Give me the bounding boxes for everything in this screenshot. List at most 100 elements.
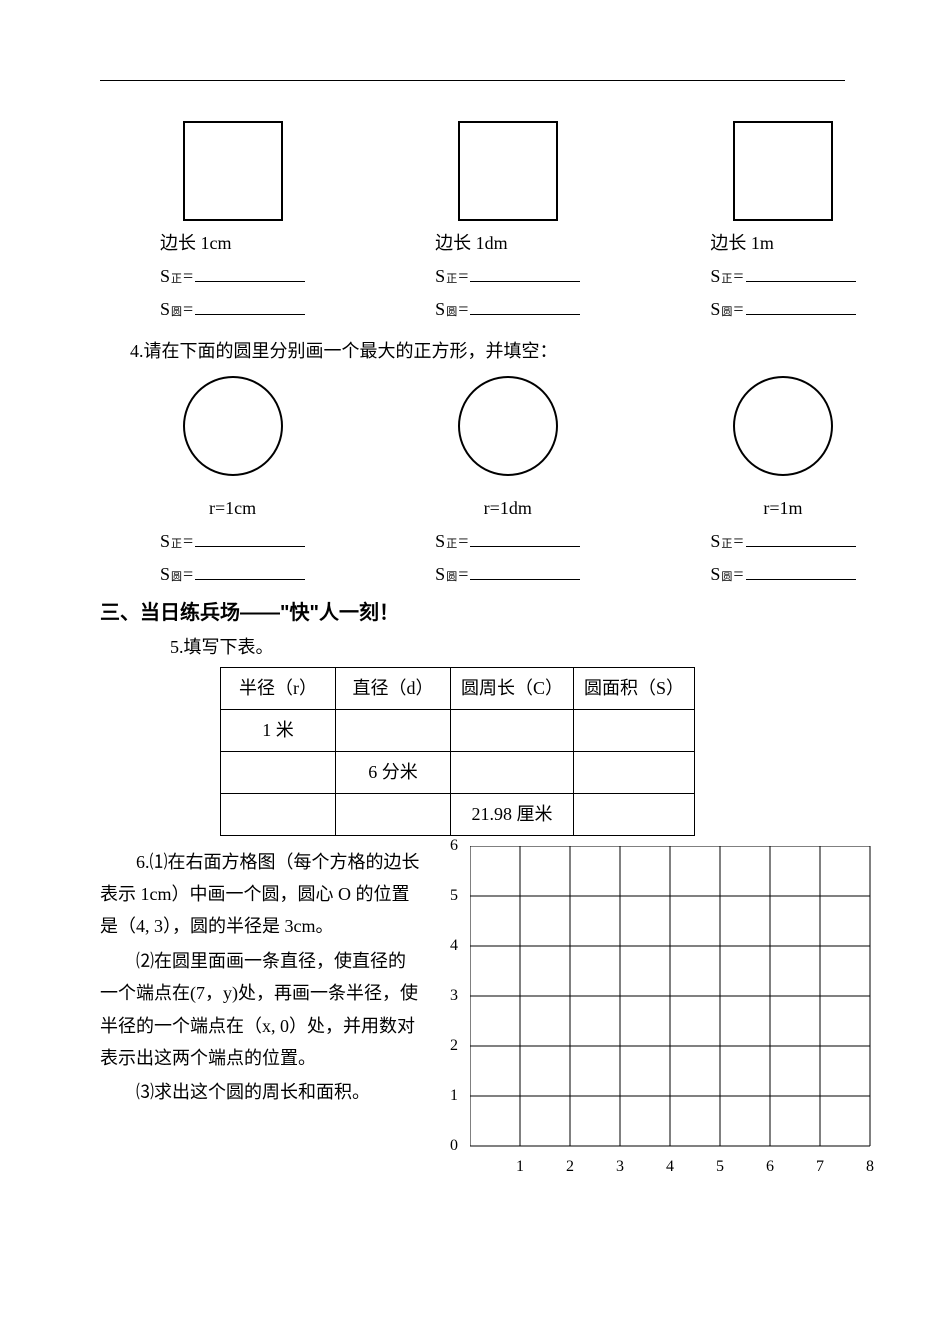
q4-col-2: r=1dm S 正 = S 圆 = <box>435 376 580 588</box>
circle-shape <box>733 376 833 476</box>
formula-s-yuan: S 圆 = <box>160 560 305 589</box>
q6-text-block: 6.⑴在右面方格图（每个方格的边长表示 1cm）中画一个圆，圆心 O 的位置是（… <box>100 846 430 1146</box>
formula-s-yuan: S 圆 = <box>710 295 855 324</box>
q4-col-1: r=1cm S 正 = S 圆 = <box>160 376 305 588</box>
th-radius: 半径（r） <box>221 668 336 710</box>
x-axis-label: 6 <box>766 1154 774 1180</box>
x-axis-label: 5 <box>716 1154 724 1180</box>
cell[interactable] <box>574 793 695 835</box>
sub-yuan: 圆 <box>721 304 732 322</box>
eq: = <box>183 262 193 291</box>
grid-svg <box>470 846 890 1166</box>
s-letter: S <box>435 262 445 291</box>
cell[interactable] <box>336 710 451 752</box>
cell[interactable] <box>451 710 574 752</box>
blank-input[interactable] <box>470 297 580 315</box>
square-shape <box>733 121 833 221</box>
sub-zheng: 正 <box>446 271 457 289</box>
eq: = <box>458 295 468 324</box>
q6-container: 6.⑴在右面方格图（每个方格的边长表示 1cm）中画一个圆，圆心 O 的位置是（… <box>100 846 845 1146</box>
formula-s-yuan: S 圆 = <box>435 560 580 589</box>
eq: = <box>733 527 743 556</box>
eq: = <box>458 560 468 589</box>
eq: = <box>733 295 743 324</box>
caption: r=1cm <box>209 494 256 523</box>
formula-s-yuan: S 圆 = <box>435 295 580 324</box>
formula-s-yuan: S 圆 = <box>160 295 305 324</box>
top-rule <box>100 80 845 81</box>
x-axis-label: 3 <box>616 1154 624 1180</box>
q6-p2: ⑵在圆里面画一条直径，使直径的一个端点在(7，y)处，再画一条半径，使半径的一个… <box>100 945 420 1075</box>
blank-input[interactable] <box>746 264 856 282</box>
q5-table: 半径（r） 直径（d） 圆周长（C） 圆面积（S） 1 米 6 分米 21.98… <box>220 667 695 835</box>
s-letter: S <box>160 295 170 324</box>
x-axis-label: 2 <box>566 1154 574 1180</box>
q3-col-2: 边长 1dm S 正 = S 圆 = <box>435 121 580 323</box>
s-letter: S <box>710 560 720 589</box>
blank-input[interactable] <box>195 529 305 547</box>
cell: 6 分米 <box>336 751 451 793</box>
q6-grid-area: 012345612345678 <box>440 846 840 1146</box>
x-axis-label: 1 <box>516 1154 524 1180</box>
cell[interactable] <box>574 710 695 752</box>
y-axis-label: 3 <box>450 983 458 1009</box>
section3-heading: 三、当日练兵场——"快"人一刻！ <box>100 597 845 629</box>
formula-s-zheng: S 正 = <box>160 262 305 291</box>
eq: = <box>183 295 193 324</box>
blank-input[interactable] <box>470 562 580 580</box>
y-axis-label: 5 <box>450 883 458 909</box>
caption: 边长 1m <box>710 229 774 258</box>
s-letter: S <box>710 527 720 556</box>
caption: r=1m <box>763 494 802 523</box>
blank-input[interactable] <box>746 562 856 580</box>
square-shape <box>183 121 283 221</box>
blank-input[interactable] <box>195 297 305 315</box>
sub-zheng: 正 <box>171 271 182 289</box>
circle-shape <box>183 376 283 476</box>
s-letter: S <box>435 560 445 589</box>
formula-s-yuan: S 圆 = <box>710 560 855 589</box>
y-axis-label: 2 <box>450 1033 458 1059</box>
cell[interactable] <box>336 793 451 835</box>
eq: = <box>183 527 193 556</box>
blank-input[interactable] <box>470 264 580 282</box>
q4-row: r=1cm S 正 = S 圆 = r=1dm S 正 = S 圆 = <box>160 376 845 588</box>
caption: 边长 1dm <box>435 229 508 258</box>
s-letter: S <box>160 262 170 291</box>
s-letter: S <box>710 262 720 291</box>
cell[interactable] <box>221 751 336 793</box>
table-row: 6 分米 <box>221 751 695 793</box>
caption: 边长 1cm <box>160 229 232 258</box>
sub-yuan: 圆 <box>171 304 182 322</box>
th-diameter: 直径（d） <box>336 668 451 710</box>
formula-s-zheng: S 正 = <box>160 527 305 556</box>
q3-col-3: 边长 1m S 正 = S 圆 = <box>710 121 855 323</box>
q6-p1: 6.⑴在右面方格图（每个方格的边长表示 1cm）中画一个圆，圆心 O 的位置是（… <box>100 846 420 943</box>
blank-input[interactable] <box>746 297 856 315</box>
s-letter: S <box>435 527 445 556</box>
y-axis-label: 4 <box>450 933 458 959</box>
blank-input[interactable] <box>195 264 305 282</box>
x-axis-label: 7 <box>816 1154 824 1180</box>
eq: = <box>458 527 468 556</box>
formula-s-zheng: S 正 = <box>710 262 855 291</box>
sub-yuan: 圆 <box>446 569 457 587</box>
square-shape <box>458 121 558 221</box>
coordinate-grid <box>440 846 840 1146</box>
sub-yuan: 圆 <box>721 569 732 587</box>
sub-zheng: 正 <box>446 536 457 554</box>
blank-input[interactable] <box>195 562 305 580</box>
caption: r=1dm <box>484 494 532 523</box>
blank-input[interactable] <box>470 529 580 547</box>
table-row: 1 米 <box>221 710 695 752</box>
cell[interactable] <box>574 751 695 793</box>
eq: = <box>183 560 193 589</box>
y-axis-label: 6 <box>450 833 458 859</box>
q3-row: 边长 1cm S 正 = S 圆 = 边长 1dm S 正 = S 圆 = <box>160 121 845 323</box>
blank-input[interactable] <box>746 529 856 547</box>
cell[interactable] <box>221 793 336 835</box>
cell[interactable] <box>451 751 574 793</box>
sub-zheng: 正 <box>721 271 732 289</box>
s-letter: S <box>710 295 720 324</box>
table-header-row: 半径（r） 直径（d） 圆周长（C） 圆面积（S） <box>221 668 695 710</box>
